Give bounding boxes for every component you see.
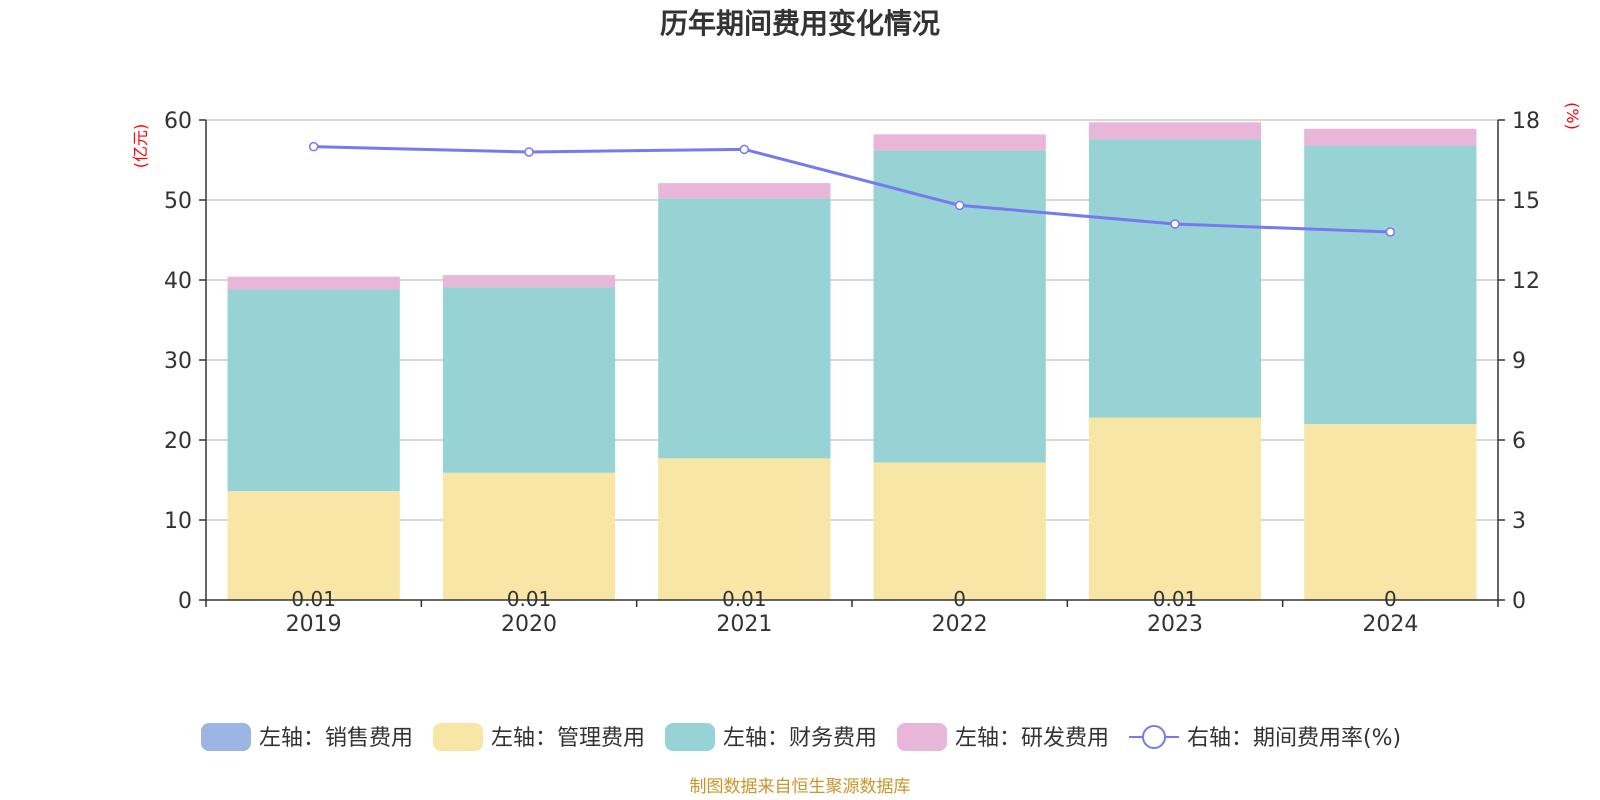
x-axis-tick-label: 2024 (1362, 612, 1418, 637)
left-axis-tick-label: 10 (164, 509, 192, 534)
bar-segment (1088, 139, 1262, 418)
bar-segment (658, 198, 831, 459)
left-axis-tick-label: 0 (178, 589, 192, 614)
left-axis-tick-label: 40 (164, 269, 192, 294)
bar-segment (1088, 122, 1262, 140)
x-axis-tick-label: 2022 (932, 612, 988, 637)
grid (206, 119, 1498, 521)
left-axis-tick-label: 20 (164, 429, 192, 454)
x-axis-tick-label: 2023 (1147, 612, 1203, 637)
axes: 0 10 20 30 40 50 60 0 3 6 9 12 15 18 2019 2020 2021 2022 2… (164, 109, 1540, 637)
bar-segment (1088, 417, 1262, 600)
legend-label: 左轴：财务费用 (723, 726, 877, 751)
bar-segment (442, 275, 616, 288)
x-axis-tick-label: 2019 (286, 612, 342, 637)
chart-title: 历年期间费用变化情况 (660, 7, 940, 40)
legend-label: 左轴：研发费用 (955, 726, 1109, 751)
left-axis-tick-label: 30 (164, 349, 192, 374)
right-axis-tick-label: 9 (1512, 349, 1526, 374)
sales-data-label: 0 (953, 587, 966, 611)
legend-swatch (201, 723, 251, 751)
source-note: 制图数据来自恒生聚源数据库 (690, 777, 911, 797)
legend-swatch (897, 723, 947, 751)
bar-segment (873, 150, 1046, 463)
right-axis-unit: (%) (1563, 102, 1582, 130)
right-axis-tick-label: 6 (1512, 429, 1526, 454)
bar-segment (1304, 145, 1477, 424)
right-axis-tick-label: 12 (1512, 269, 1540, 294)
sales-data-label: 0.01 (1153, 587, 1198, 611)
bar-segment (442, 287, 616, 473)
legend-circle-swatch (1142, 725, 1166, 749)
legend-label: 左轴：销售费用 (259, 726, 413, 751)
sales-data-label: 0 (1384, 587, 1397, 611)
right-axis-tick-label: 3 (1512, 509, 1526, 534)
sales-data-label: 0.01 (507, 587, 552, 611)
left-axis-tick-label: 50 (164, 189, 192, 214)
rate-point (1385, 227, 1396, 237)
data-labels: 0.01 0.01 0.01 0 0.01 0 (291, 587, 1396, 611)
right-axis-tick-label: 0 (1512, 589, 1526, 614)
sales-data-label: 0.01 (722, 587, 767, 611)
bar-segment (227, 491, 400, 600)
x-axis-tick-label: 2021 (716, 612, 772, 637)
legend-swatch (433, 723, 483, 751)
bar-segment (227, 289, 400, 492)
bar-segment (1304, 424, 1477, 600)
bar-segment (658, 183, 831, 199)
legend-label: 左轴：管理费用 (491, 726, 645, 751)
legend: 左轴：销售费用 左轴：管理费用 左轴：财务费用 左轴：研发费用 右轴：期间费用率(%) (201, 723, 1401, 751)
bar-segment (227, 276, 400, 290)
rate-point (1170, 219, 1180, 229)
rate-point (524, 147, 534, 157)
rate-line (308, 141, 1396, 237)
sales-data-label: 0.01 (291, 587, 336, 611)
right-axis-tick-label: 15 (1512, 189, 1540, 214)
bar-segment (873, 134, 1046, 151)
left-axis-unit: (亿元) (131, 124, 150, 169)
rate-point (739, 144, 750, 155)
bars (227, 122, 1477, 600)
x-axis-tick-label: 2020 (501, 612, 557, 637)
legend-swatch (665, 723, 715, 751)
bar-segment (442, 472, 616, 600)
bar-segment (1304, 128, 1477, 146)
right-axis-tick-label: 18 (1512, 109, 1540, 134)
rate-point (308, 141, 319, 152)
bar-segment (873, 462, 1046, 600)
rate-line-path (313, 145, 1391, 234)
legend-label: 右轴：期间费用率(%) (1187, 726, 1401, 751)
bar-segment (658, 458, 831, 600)
rate-point (954, 200, 965, 211)
left-axis-tick-label: 60 (164, 109, 192, 134)
